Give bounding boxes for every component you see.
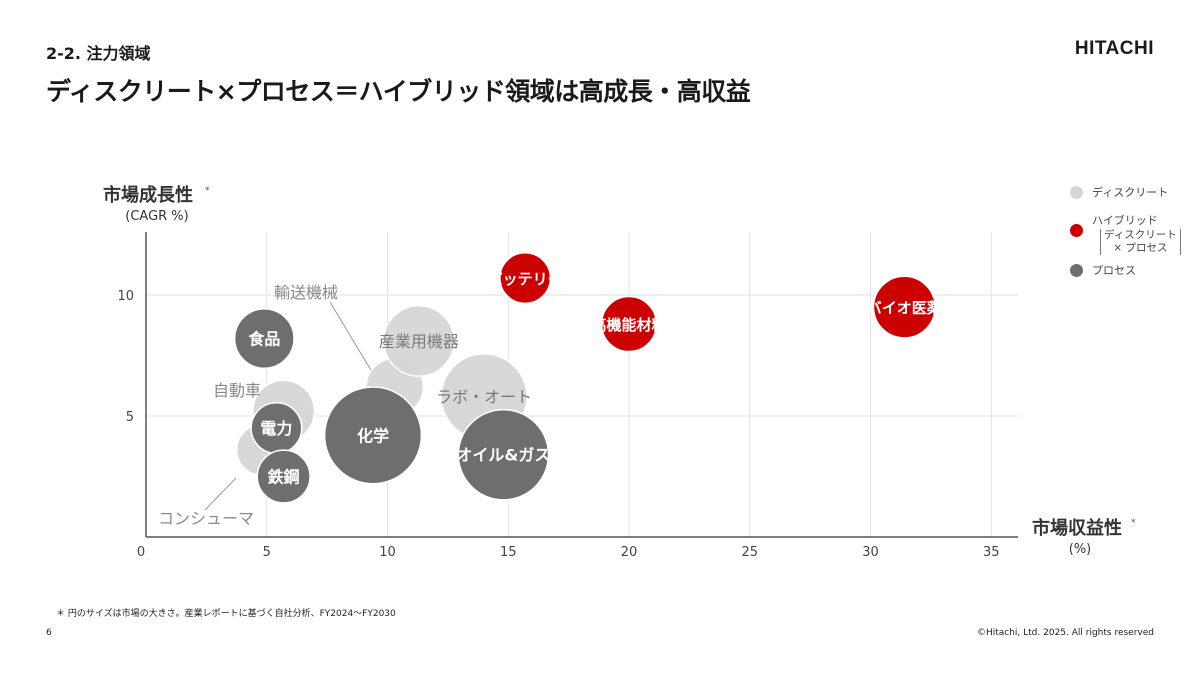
x-tick-label: 5: [263, 545, 271, 560]
legend-swatch-discrete: [1070, 186, 1083, 199]
bubble-オイル&ガス: [457, 408, 550, 501]
bubble-食品: [233, 308, 295, 370]
bubble-化学: [323, 386, 423, 485]
data-label: 高機能材料: [591, 316, 666, 334]
copyright: ©Hitachi, Ltd. 2025. All rights reserved: [976, 628, 1154, 638]
data-label: ラボ・オート: [436, 388, 532, 407]
page-title: ディスクリート×プロセス＝ハイブリッド領域は高成長・高収益: [46, 77, 751, 106]
data-label: バッテリー: [488, 270, 563, 288]
legend-swatch-process: [1070, 264, 1083, 277]
x-axis-unit: (%): [1069, 542, 1092, 557]
legend-label-discrete: ディスクリート: [1092, 186, 1169, 199]
data-label: 自動車: [213, 381, 261, 400]
data-label: バイオ医薬: [867, 299, 942, 317]
x-tick-label: 0: [137, 545, 145, 560]
data-label: 鉄鋼: [268, 468, 300, 487]
x-tick-label: 30: [862, 545, 879, 560]
legend-note-line-1: ディスクリート: [1104, 229, 1177, 241]
leader-line: [204, 477, 237, 511]
x-tick-label: 20: [621, 545, 638, 560]
data-label: オイル&ガス: [456, 446, 550, 465]
bubble-産業用機器: [382, 305, 455, 377]
y-tick-label: 5: [126, 410, 134, 425]
data-label: 電力: [260, 419, 292, 438]
footnote: ＊ 円のサイズは市場の大きさ。産業レポートに基づく自社分析、FY2024～FY2…: [56, 609, 396, 619]
legend-note-hybrid: ディスクリート × プロセス: [1100, 229, 1181, 255]
bubble-バイオ医薬: [872, 275, 936, 339]
x-tick-label: 25: [741, 545, 758, 560]
section-label: 2-2. 注力領域: [46, 44, 151, 63]
legend-swatch-hybrid: [1070, 224, 1083, 237]
legend-label-process: プロセス: [1092, 264, 1136, 277]
legend-label-hybrid: ハイブリッド: [1092, 214, 1158, 227]
x-tick-label: 15: [500, 545, 517, 560]
data-label: 化学: [357, 426, 389, 445]
data-label: 産業用機器: [379, 332, 459, 351]
x-axis-title-mark: *: [1131, 518, 1136, 528]
leader-line: [329, 301, 373, 373]
legend-note-line-2: × プロセス: [1113, 242, 1168, 254]
data-label: コンシューマ: [158, 509, 254, 528]
hitachi-logo: HITACHI: [1074, 38, 1154, 59]
y-axis-title: 市場成長性: [103, 184, 193, 206]
x-tick-label: 10: [379, 545, 396, 560]
y-tick-label: 10: [117, 289, 134, 304]
bubble-バッテリー: [499, 252, 552, 305]
x-axis-title: 市場収益性: [1032, 517, 1122, 539]
bubble-高機能材料: [600, 295, 658, 353]
y-axis-unit: (CAGR %): [125, 209, 188, 224]
bubble-鉄鋼: [256, 449, 311, 504]
data-label: 食品: [247, 330, 280, 349]
page-number: 6: [46, 628, 52, 638]
x-tick-label: 35: [983, 545, 1000, 560]
data-label: 輸送機械: [274, 283, 338, 302]
y-axis-title-mark: *: [205, 186, 210, 196]
